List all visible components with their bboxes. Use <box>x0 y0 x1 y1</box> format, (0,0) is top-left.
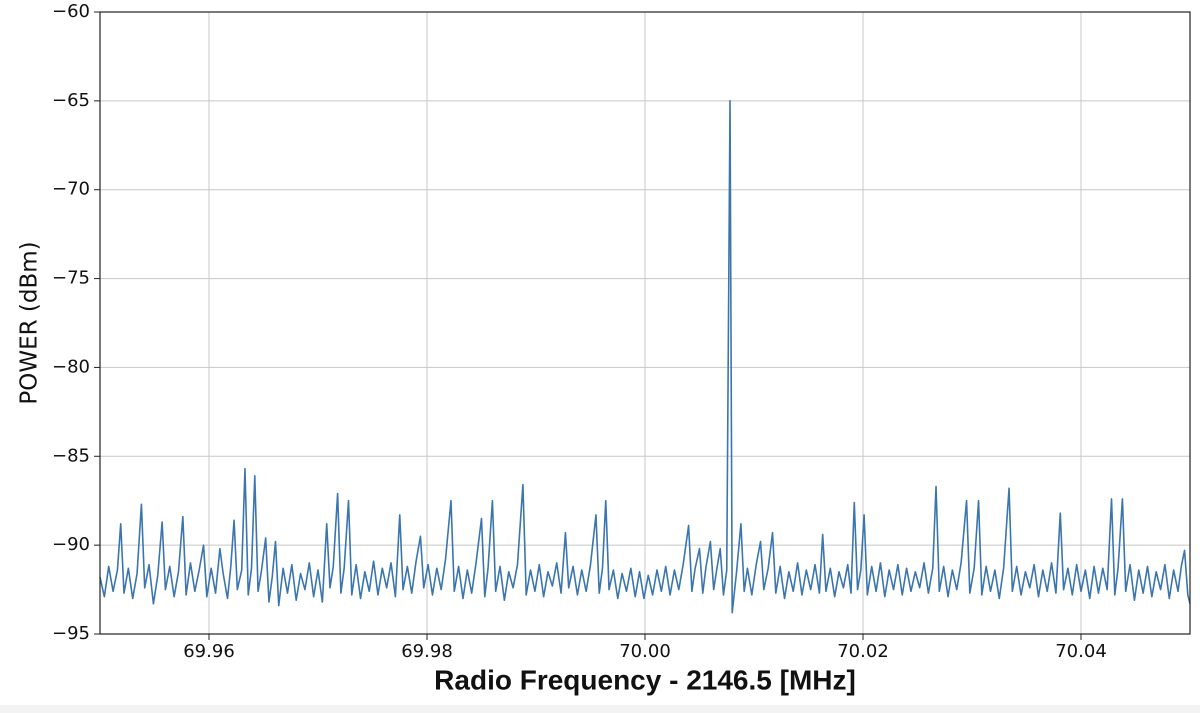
y-tick-label: −95 <box>52 623 90 644</box>
x-tick-label: 69.98 <box>401 641 453 662</box>
y-tick-label: −75 <box>52 268 90 289</box>
y-tick-label: −85 <box>52 445 90 466</box>
y-tick-label: −90 <box>52 534 90 555</box>
plot-area <box>99 100 1191 614</box>
x-tick-label: 70.04 <box>1055 641 1107 662</box>
x-tick-label: 70.02 <box>837 641 889 662</box>
x-tick-label: 69.96 <box>183 641 235 662</box>
y-tick-label: −60 <box>52 1 90 22</box>
y-tick-label: −65 <box>52 90 90 111</box>
spectrum-line <box>99 100 1191 614</box>
ticks: 69.96 69.98 70.00 70.02 70.04 −95 −90 −85 −80 −75… <box>52 1 1107 662</box>
y-tick-label: −80 <box>52 356 90 377</box>
x-axis-label: Radio Frequency - 2146.5 [MHz] <box>434 664 856 695</box>
y-axis-label: POWER (dBm) <box>17 241 43 404</box>
x-tick-label: 70.00 <box>619 641 671 662</box>
y-tick-label: −70 <box>52 179 90 200</box>
